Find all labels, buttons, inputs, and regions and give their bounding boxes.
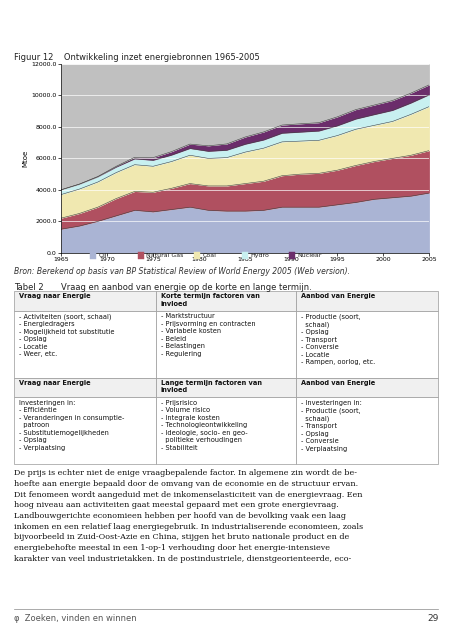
Text: Lange termijn factoren van
invloed: Lange termijn factoren van invloed [161, 380, 262, 393]
Text: Vraag naar Energie: Vraag naar Energie [18, 380, 90, 386]
Text: Tabel 2: Tabel 2 [14, 283, 43, 292]
Bar [14, 311, 156, 378]
Text: Vraag naar Energie: Vraag naar Energie [18, 293, 90, 300]
Text: - Activiteiten (soort, schaal)
- Energiedragers
- Mogelijkheid tot substitutie
-: - Activiteiten (soort, schaal) - Energie… [18, 313, 114, 357]
Text: - Investeringen in:
- Productie (soort,
  schaal)
- Transport
- Opslag
- Convers: - Investeringen in: - Productie (soort, … [300, 399, 361, 452]
Bar [156, 291, 295, 311]
Text: Hydro: Hydro [249, 253, 268, 258]
Text: De prijs is echter niet de enige vraagbepalende factor. In algemene zin wordt de: De prijs is echter niet de enige vraagbe… [14, 469, 362, 563]
Text: Aanbod van Energie: Aanbod van Energie [300, 380, 375, 386]
Text: Coal: Coal [202, 253, 216, 258]
Bar [156, 397, 295, 464]
Text: Nuclear: Nuclear [297, 253, 321, 258]
Text: Bron: Berekend op basis van BP Statistical Review of World Energy 2005 (Web vers: Bron: Berekend op basis van BP Statistic… [14, 267, 349, 276]
Bar [14, 378, 156, 397]
Y-axis label: Mtoe: Mtoe [23, 150, 28, 167]
Text: - Prijsrisico
- Volume risico
- Integrale kosten
- Technologieontwikkeling
- Ide: - Prijsrisico - Volume risico - Integral… [161, 399, 247, 451]
Text: Natural Gas: Natural Gas [146, 253, 183, 258]
Text: - Productie (soort,
  schaal)
- Opslag
- Transport
- Conversie
- Locatie
- Rampe: - Productie (soort, schaal) - Opslag - T… [300, 313, 375, 365]
Text: Oil: Oil [98, 253, 107, 258]
Text: φ  Zoeken, vinden en winnen: φ Zoeken, vinden en winnen [14, 614, 136, 623]
Bar [14, 291, 156, 311]
Bar [295, 291, 437, 311]
Text: Figuur 12    Ontwikkeling inzet energiebronnen 1965-2005: Figuur 12 Ontwikkeling inzet energiebron… [14, 53, 259, 62]
Bar [156, 378, 295, 397]
Bar [295, 311, 437, 378]
Text: Aanbod van Energie: Aanbod van Energie [300, 293, 375, 300]
Text: Vraag en aanbod van energie op de korte en lange termijn.: Vraag en aanbod van energie op de korte … [61, 283, 311, 292]
Text: Investeringen in:
- Efficiëntie
- Veranderingen in consumptie-
  patroon
- Subst: Investeringen in: - Efficiëntie - Verand… [18, 399, 124, 451]
Bar [295, 378, 437, 397]
Text: 29: 29 [426, 614, 437, 623]
Text: - Marktstructuur
- Prijsvorming en contracten
- Variabele kosten
- Beleid
- Bela: - Marktstructuur - Prijsvorming en contr… [161, 313, 255, 356]
Bar [295, 397, 437, 464]
Bar [156, 311, 295, 378]
Text: Korte termijn factoren van
invloed: Korte termijn factoren van invloed [161, 293, 259, 307]
Bar [14, 397, 156, 464]
